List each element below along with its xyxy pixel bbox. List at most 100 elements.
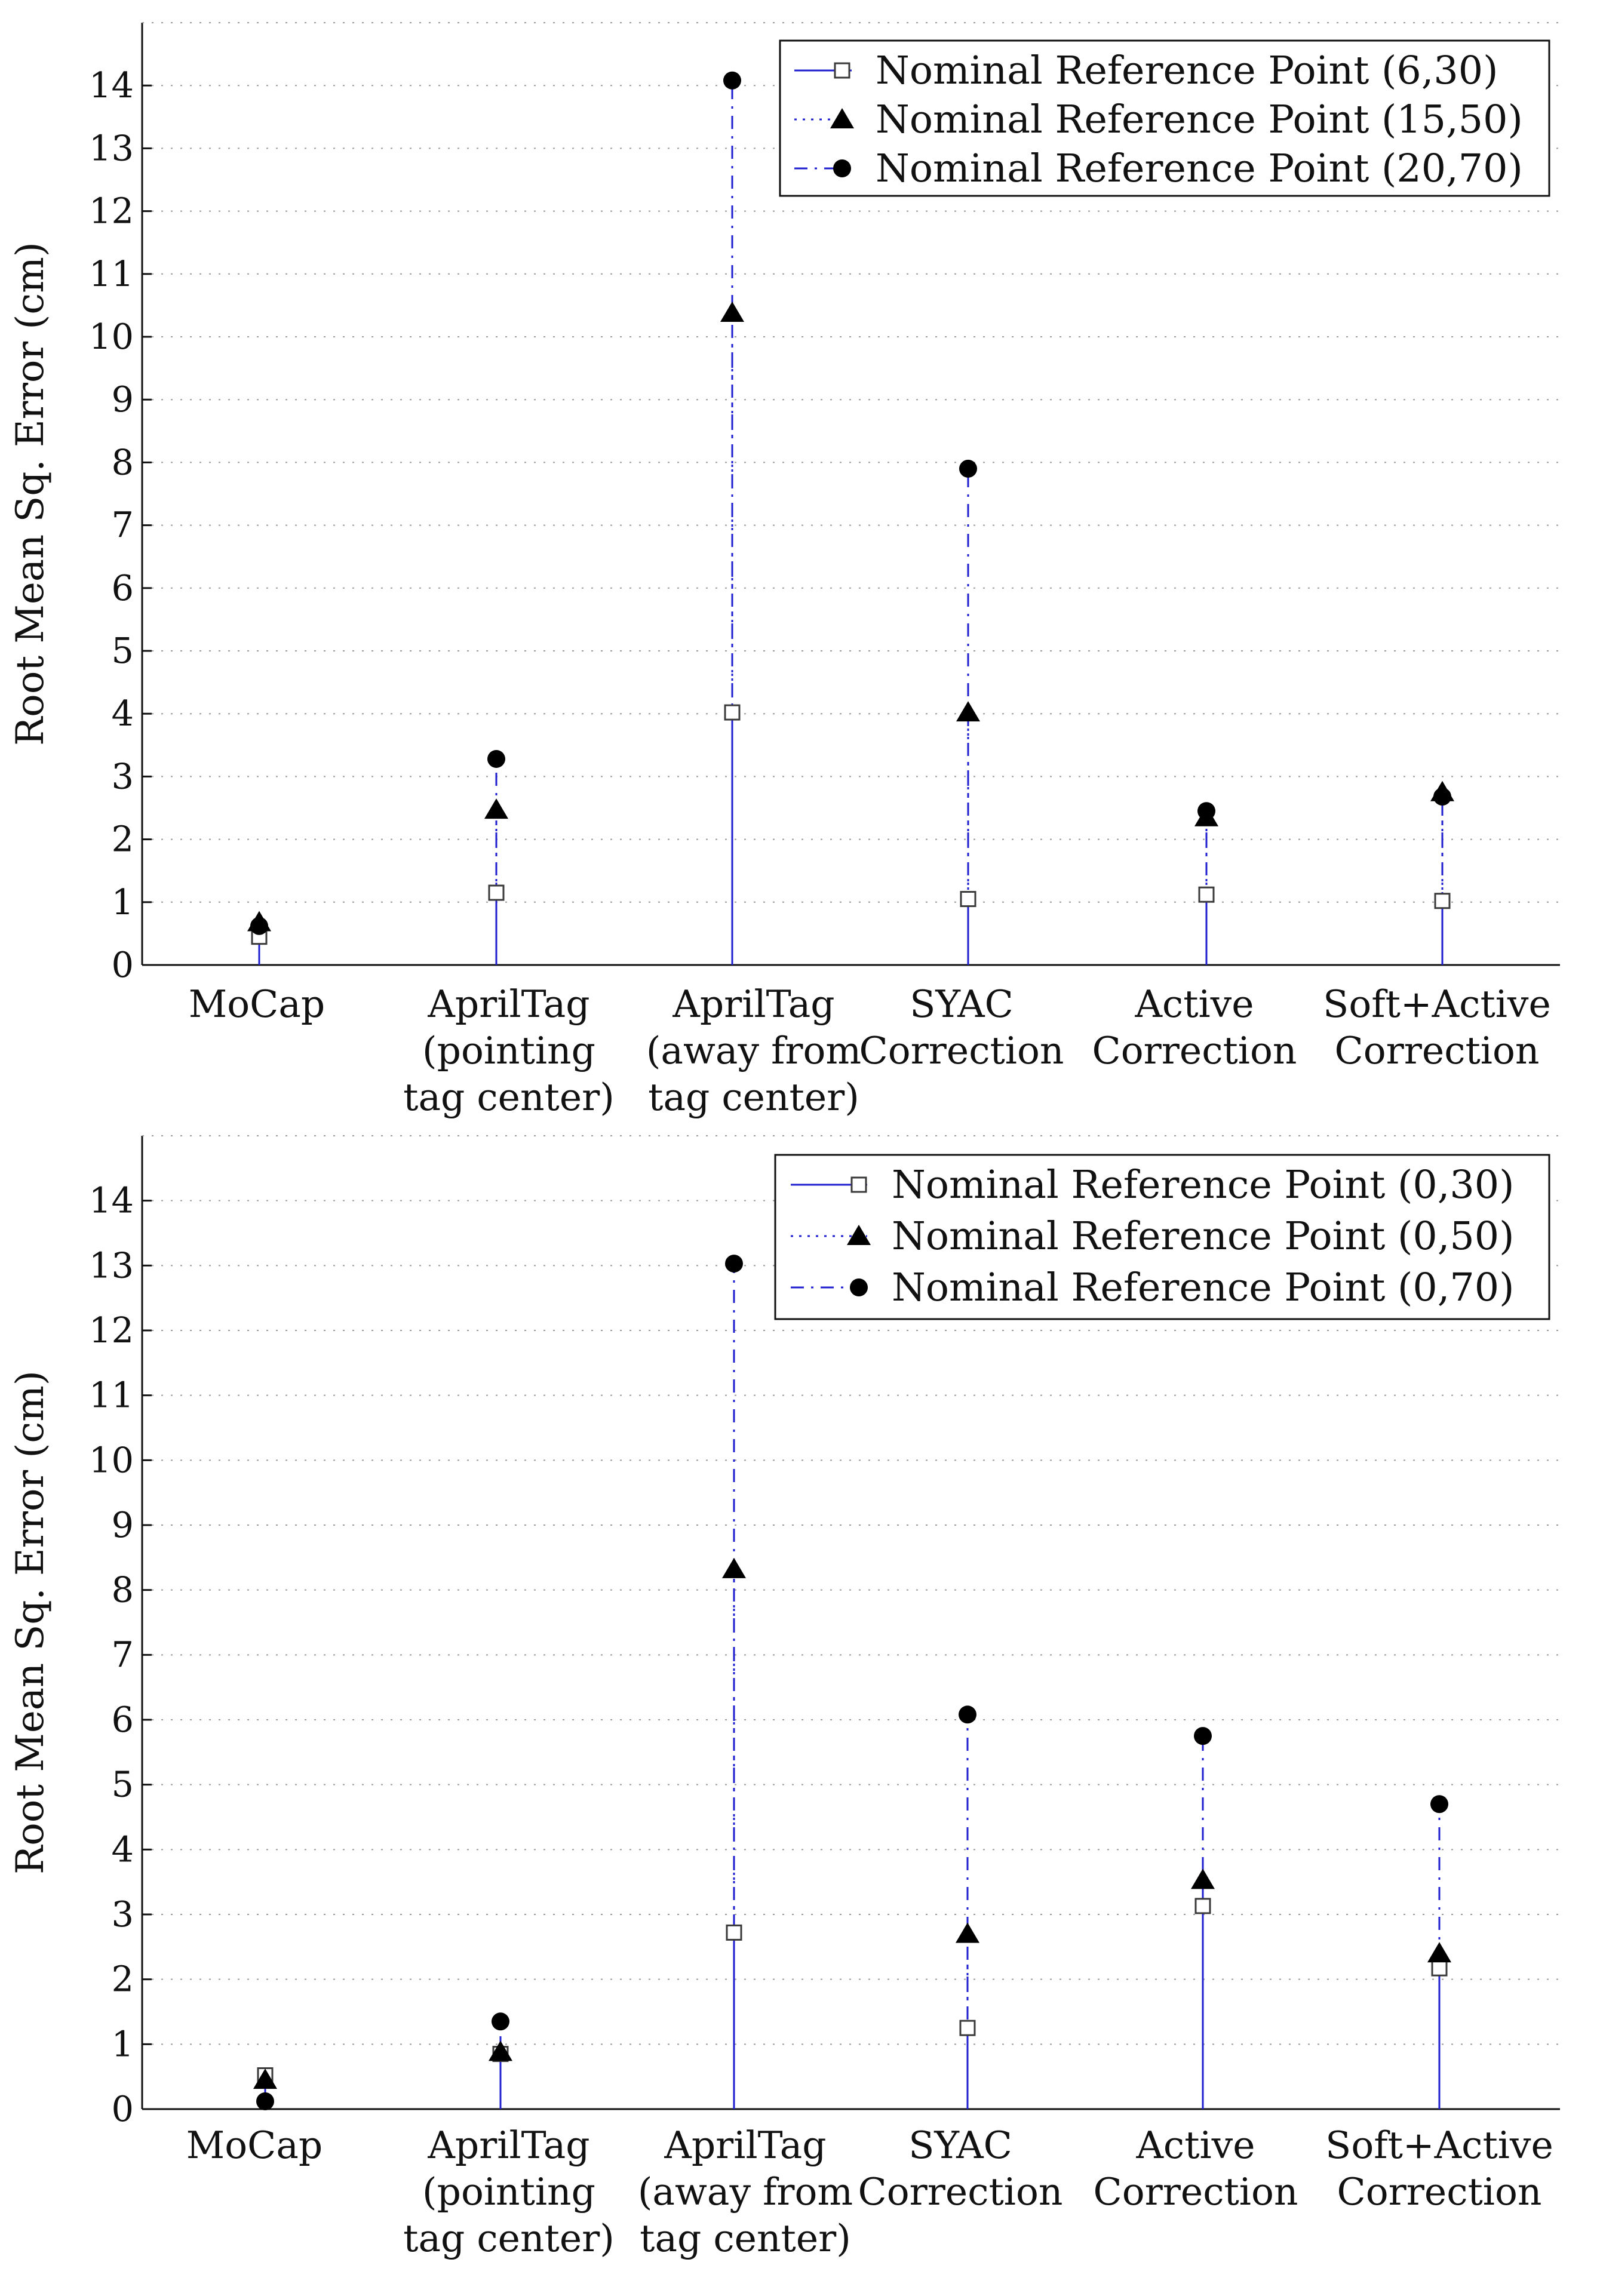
square-data-point [1434,893,1451,909]
y-tick-label: 4 [111,693,134,734]
category-label: Correction [859,1029,1064,1072]
triangle-data-point [722,1557,746,1578]
y-tick-label: 1 [111,881,134,923]
category-label: Soft+Active [1325,2123,1553,2167]
triangle-data-point [1191,1868,1215,1889]
y-tick-label: 5 [111,1764,134,1805]
y-tick-label: 3 [111,755,134,797]
square-data-point [724,704,741,721]
legend-box [774,1154,1550,1320]
y-tick-label: 5 [111,630,134,671]
category-label: SYAC [910,982,1014,1026]
square-data-point [960,891,976,908]
category-label: (away from [638,2170,853,2214]
y-tick-label: 1 [111,2023,134,2064]
y-tick-label: 0 [111,944,134,985]
y-tick-label: 14 [89,64,134,106]
square-data-point [959,2020,976,2036]
category-label: (pointing [422,1029,595,1072]
y-tick-label: 9 [111,1504,134,1545]
triangle-data-point [1427,1942,1451,1963]
legend-triangle-marker [847,1225,871,1245]
circle-data-point [492,2012,509,2031]
y-tick-label: 13 [89,127,134,168]
y-tick-label: 10 [89,316,134,357]
y-tick-label: 8 [111,441,134,482]
circle-data-point [1433,788,1451,806]
y-axis-title: Root Mean Sq. Error (cm) [8,242,53,746]
category-label: tag center) [403,1075,615,1119]
y-tick-label: 9 [111,379,134,420]
category-label: tag center) [640,2217,851,2260]
legend-triangle-marker [830,108,854,128]
circle-data-point [723,71,741,90]
legend-square-marker [834,62,850,79]
y-tick-label: 12 [89,1310,134,1351]
category-label: Correction [858,2170,1063,2214]
legend-circle-marker [833,159,851,177]
legend-label: Nominal Reference Point (0,70) [892,1265,1514,1310]
square-data-point [488,884,505,901]
triangle-data-point [720,302,744,322]
y-tick-label: 7 [111,505,134,546]
circle-data-point [1197,802,1215,820]
circle-data-point [256,2092,274,2110]
legend-label: Nominal Reference Point (15,50) [876,97,1523,142]
legend-label: Nominal Reference Point (0,50) [892,1214,1514,1259]
y-tick-label: 8 [111,1569,134,1610]
square-data-point [1194,1898,1211,1914]
circle-data-point [1194,1727,1212,1745]
category-label: tag center) [648,1075,859,1119]
legend-label: Nominal Reference Point (0,30) [892,1163,1514,1207]
circle-data-point [487,749,505,768]
category-label: AprilTag [427,2123,589,2167]
category-label: Correction [1335,1029,1540,1072]
triangle-data-point [956,701,980,722]
y-tick-label: 4 [111,1828,134,1870]
category-label: Active [1135,2123,1255,2167]
legend-label: Nominal Reference Point (20,70) [876,146,1523,191]
triangle-data-point [956,1922,979,1943]
y-axis-title: Root Mean Sq. Error (cm) [8,1370,53,1874]
category-label: (pointing [422,2170,595,2214]
category-label: MoCap [186,2123,323,2167]
category-label: Soft+Active [1323,982,1551,1026]
category-label: SYAC [908,2123,1012,2167]
legend-square-marker [850,1176,867,1193]
circle-data-point [1430,1795,1448,1814]
square-data-point [1198,886,1215,903]
category-label: AprilTag [664,2123,826,2167]
y-tick-label: 14 [89,1180,134,1221]
y-tick-label: 11 [89,1375,134,1416]
y-tick-label: 2 [111,819,134,860]
circle-data-point [959,459,977,478]
y-tick-label: 11 [89,253,134,294]
square-data-point [726,1924,742,1941]
y-tick-label: 10 [89,1439,134,1480]
legend-box [779,39,1550,197]
circle-data-point [959,1705,976,1724]
circle-data-point [725,1255,743,1273]
category-label: tag center) [403,2217,615,2260]
triangle-data-point [484,798,508,819]
y-tick-label: 3 [111,1894,134,1935]
y-tick-label: 7 [111,1634,134,1675]
category-label: MoCap [189,982,325,1026]
y-tick-label: 13 [89,1244,134,1286]
y-tick-label: 6 [111,1699,134,1740]
y-tick-label: 6 [111,567,134,608]
square-data-point [1431,1960,1448,1977]
category-label: Correction [1337,2170,1542,2214]
triangle-data-point [489,2040,512,2061]
circle-data-point [250,917,268,935]
y-tick-label: 12 [89,190,134,232]
y-tick-label: 0 [111,2088,134,2129]
category-label: AprilTag [672,982,834,1026]
legend-label: Nominal Reference Point (6,30) [876,48,1498,93]
y-tick-label: 2 [111,1959,134,2000]
triangle-data-point [253,2068,277,2089]
